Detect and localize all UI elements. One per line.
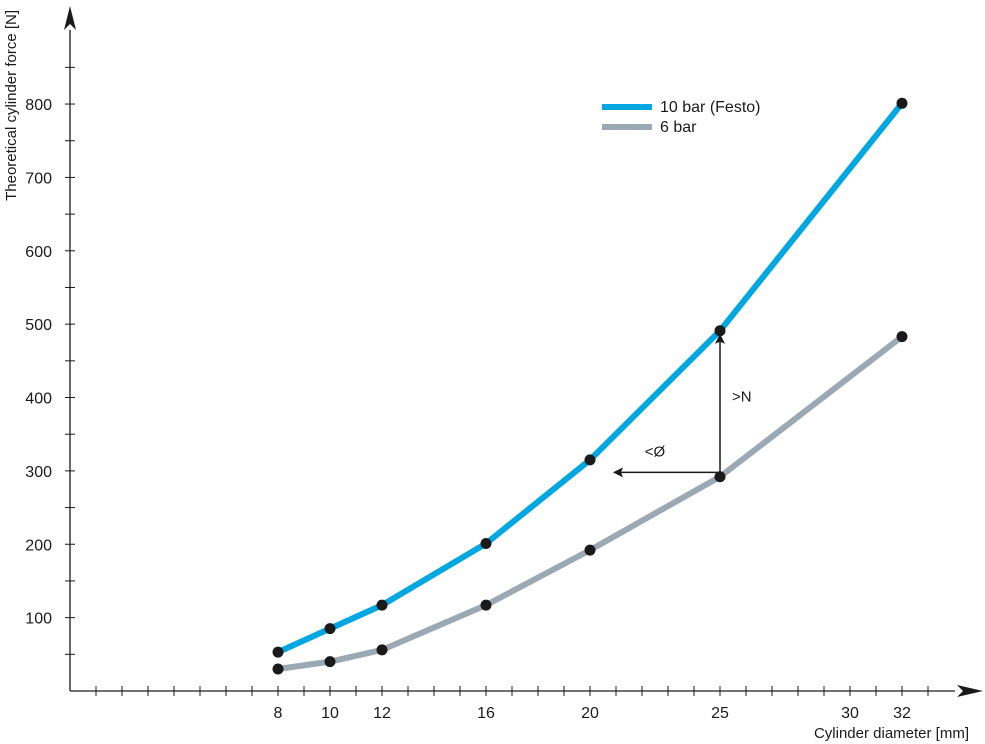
y-tick-label: 800 xyxy=(25,97,52,114)
axes: 8 10 12 16 20 25 30 32 100 200 300 400 500 600 700 800 xyxy=(25,6,983,722)
data-point-6-bar xyxy=(376,644,388,656)
x-tick-label: 20 xyxy=(581,705,599,722)
series-layer xyxy=(272,97,908,675)
legend-label-6-bar: 6 bar xyxy=(660,119,697,136)
data-point-10-bar xyxy=(584,454,596,466)
series-line-10-bar xyxy=(275,100,905,656)
x-tick-label: 10 xyxy=(321,705,339,722)
y-tick-label: 700 xyxy=(25,170,52,187)
annotation-layer: >N <Ø xyxy=(613,333,752,478)
y-tick-label: 500 xyxy=(25,317,52,334)
y-tick-label: 200 xyxy=(25,537,52,554)
data-point-10-bar xyxy=(376,599,388,611)
x-tick-label: 32 xyxy=(893,705,911,722)
data-point-6-bar xyxy=(324,656,336,668)
series-line-6-bar xyxy=(275,333,905,672)
data-point-10-bar xyxy=(714,325,726,337)
x-tick-labels: 8 10 12 16 20 25 30 32 xyxy=(274,705,911,722)
data-point-6-bar xyxy=(896,331,908,343)
data-point-6-bar xyxy=(272,663,284,675)
legend-label-10-bar: 10 bar (Festo) xyxy=(660,99,760,116)
force-arrow-label: >N xyxy=(732,389,752,406)
x-axis-title: Cylinder diameter [mm] xyxy=(814,725,969,742)
y-axis-title: Theoretical cylinder force [N] xyxy=(3,10,20,201)
x-axis-arrow xyxy=(957,685,983,697)
data-point-10-bar xyxy=(480,538,492,550)
data-point-6-bar xyxy=(584,544,596,556)
legend: 10 bar (Festo) 6 bar xyxy=(602,99,760,136)
y-tick-labels: 100 200 300 400 500 600 700 800 xyxy=(25,97,52,628)
x-minor-ticks xyxy=(95,686,929,696)
x-tick-label: 8 xyxy=(274,705,283,722)
y-tick-label: 100 xyxy=(25,611,52,628)
x-tick-label: 30 xyxy=(841,705,859,722)
x-tick-label: 16 xyxy=(477,705,495,722)
y-tick-label: 300 xyxy=(25,464,52,481)
y-tick-label: 400 xyxy=(25,391,52,408)
data-point-10-bar xyxy=(896,97,908,109)
data-point-10-bar xyxy=(324,623,336,635)
y-axis-arrow xyxy=(64,6,76,30)
x-tick-label: 25 xyxy=(711,705,729,722)
x-tick-label: 12 xyxy=(373,705,391,722)
y-tick-label: 600 xyxy=(25,244,52,261)
diameter-arrow-label: <Ø xyxy=(645,443,666,460)
data-point-6-bar xyxy=(480,599,492,611)
y-minor-ticks xyxy=(65,66,75,655)
data-point-6-bar xyxy=(714,471,726,483)
data-point-10-bar xyxy=(272,646,284,658)
